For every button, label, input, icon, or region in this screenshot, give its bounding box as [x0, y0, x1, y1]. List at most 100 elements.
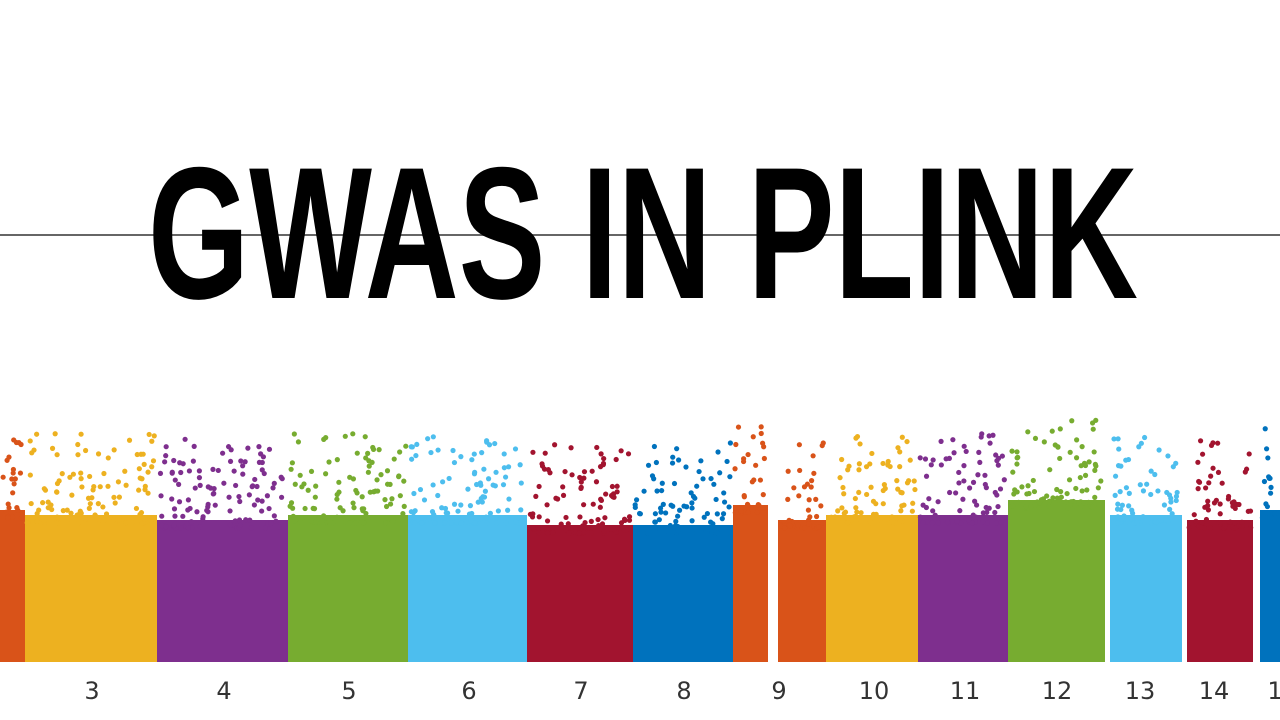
dot: [698, 458, 704, 464]
dot: [469, 457, 475, 463]
dot: [187, 505, 193, 512]
dot: [401, 478, 407, 484]
dot: [1126, 503, 1132, 509]
dot: [14, 505, 20, 511]
dot: [215, 467, 221, 474]
dot: [260, 454, 267, 460]
dot: [953, 490, 959, 496]
dot: [895, 445, 901, 451]
dot: [425, 436, 431, 442]
dot: [806, 497, 812, 503]
dot: [950, 437, 956, 443]
dot: [232, 518, 238, 524]
dot: [455, 508, 461, 514]
dot: [292, 481, 298, 487]
dot: [890, 518, 896, 525]
dot: [485, 476, 492, 482]
dot: [482, 488, 488, 494]
dot: [76, 511, 82, 517]
dot: [704, 510, 710, 517]
dot: [1050, 495, 1056, 501]
dot: [1010, 469, 1016, 475]
dot: [689, 530, 695, 536]
dot: [714, 511, 720, 517]
dot: [111, 494, 117, 500]
dot: [1210, 440, 1216, 446]
dot: [492, 483, 498, 489]
dot: [720, 511, 727, 517]
dot: [430, 482, 436, 488]
dot: [1148, 468, 1154, 474]
dot: [374, 477, 380, 483]
dot: [1072, 502, 1078, 509]
dot: [70, 471, 76, 477]
dot: [319, 518, 325, 524]
dot: [1199, 519, 1205, 526]
dot: [78, 476, 84, 482]
dot: [1086, 459, 1092, 465]
chromosome-block: [25, 515, 157, 662]
dot: [1155, 488, 1161, 494]
dot: [446, 475, 452, 482]
dot: [932, 512, 938, 518]
dot: [426, 516, 432, 522]
dot: [1231, 499, 1237, 505]
dot: [820, 520, 826, 526]
dot: [1119, 502, 1125, 508]
dot: [444, 510, 451, 516]
dot: [157, 470, 164, 477]
dot: [68, 510, 74, 516]
dot: [391, 456, 397, 462]
x-tick-label: 8: [676, 677, 691, 705]
dot: [617, 530, 624, 536]
dot: [172, 513, 178, 519]
dot: [1215, 440, 1221, 446]
x-tick-label: 12: [1042, 677, 1073, 705]
dot: [502, 474, 509, 480]
dot: [34, 511, 40, 517]
dot: [696, 468, 702, 475]
dot: [676, 507, 683, 513]
dot: [458, 454, 464, 460]
dot: [1009, 448, 1015, 454]
dot: [221, 480, 227, 486]
dot: [845, 519, 851, 526]
dot: [190, 458, 196, 464]
dot: [149, 438, 155, 444]
dot: [726, 504, 732, 510]
dot: [365, 450, 371, 456]
dot: [369, 459, 375, 466]
dot: [917, 455, 923, 461]
dot: [1219, 480, 1225, 486]
dot: [142, 516, 148, 522]
dot: [1079, 444, 1085, 450]
dot: [458, 520, 464, 526]
dot: [1148, 491, 1154, 498]
dot: [1259, 515, 1265, 521]
dot: [1207, 525, 1213, 531]
dot: [923, 473, 930, 479]
dot: [291, 518, 298, 524]
dot: [613, 456, 619, 463]
dot: [184, 521, 190, 527]
dot: [101, 517, 107, 523]
dot: [471, 451, 477, 457]
dot: [733, 441, 739, 448]
dot: [856, 489, 862, 496]
dot: [231, 468, 237, 474]
dot: [1193, 518, 1199, 524]
dot: [495, 508, 501, 514]
dot: [581, 475, 587, 481]
dot: [448, 520, 454, 526]
dot: [839, 505, 845, 511]
dot: [1162, 517, 1168, 523]
dot: [1073, 485, 1079, 492]
dot: [410, 510, 417, 516]
dot: [741, 492, 747, 499]
dot: [494, 520, 500, 526]
dot: [1067, 449, 1073, 455]
dot: [477, 515, 484, 522]
dot: [1069, 418, 1075, 424]
dot: [879, 520, 885, 526]
dot: [308, 518, 314, 524]
